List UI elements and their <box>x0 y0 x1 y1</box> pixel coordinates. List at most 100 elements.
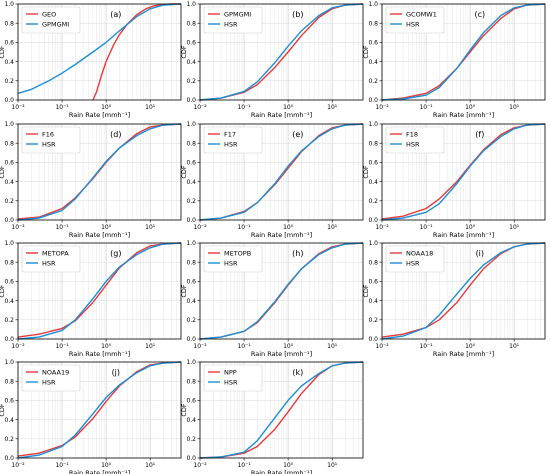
y-tick-label: 0.0 <box>4 455 14 462</box>
y-tick-label: 0.8 <box>186 378 196 385</box>
x-tick-label: 10¹ <box>145 104 156 111</box>
panel-label: (a) <box>110 10 121 19</box>
panel-label: (f) <box>475 130 484 139</box>
y-tick-label: 0.4 <box>368 298 378 305</box>
x-tick-label: 10⁰ <box>101 224 112 231</box>
panel-label: (b) <box>292 10 303 19</box>
y-tick-label: 0.2 <box>186 436 196 443</box>
x-tick-label: 10¹ <box>145 462 156 469</box>
y-tick-label: 0.6 <box>368 279 378 286</box>
panel-label: (g) <box>110 249 121 258</box>
x-tick-label: 10⁰ <box>283 224 294 231</box>
x-tick-label: 10⁰ <box>465 224 476 231</box>
y-axis-label: CDF <box>362 284 370 298</box>
chart-panel-4: 0.0 0.2 0.4 0.6 0.8 1.0 10⁻² 10⁻¹ 10⁰ 10¹ Rain Rat… <box>0 121 182 239</box>
legend-label: GEO <box>42 10 56 18</box>
x-axis-label: Rain Rate [mmh⁻¹] <box>69 350 130 358</box>
y-tick-label: 0.2 <box>368 317 378 324</box>
y-tick-label: 0.8 <box>186 259 196 266</box>
legend-label: GPMGMI <box>42 20 69 28</box>
plot-frame <box>199 242 364 340</box>
legend-label: HSR <box>406 140 420 148</box>
y-tick-label: 1.0 <box>4 359 14 366</box>
x-tick-label: 10⁻² <box>193 462 207 469</box>
panel-label: (d) <box>110 130 121 139</box>
x-tick-label: 10⁻¹ <box>55 104 69 111</box>
x-axis-label: Rain Rate [mmh⁻¹] <box>69 231 130 239</box>
x-axis-label: Rain Rate [mmh⁻¹] <box>69 111 130 119</box>
y-tick-label: 0.8 <box>368 20 378 27</box>
y-tick-label: 0.0 <box>186 97 196 104</box>
y-tick-label: 0.8 <box>368 259 378 266</box>
legend-label: HSR <box>42 378 56 386</box>
x-tick-label: 10¹ <box>327 224 338 231</box>
y-tick-label: 1.0 <box>186 1 196 8</box>
y-tick-label: 1.0 <box>186 240 196 247</box>
plot-frame <box>17 3 182 101</box>
y-tick-label: 0.0 <box>368 336 378 343</box>
x-axis-label: Rain Rate [mmh⁻¹] <box>251 469 312 474</box>
legend-label: HSR <box>224 378 238 386</box>
chart-panel-8: 0.0 0.2 0.4 0.6 0.8 1.0 10⁻² 10⁻¹ 10⁰ 10¹ Rain Rat… <box>180 240 364 358</box>
series-line-2 <box>199 123 364 221</box>
y-tick-label: 0.2 <box>4 436 14 443</box>
chart-panel-6: 0.0 0.2 0.4 0.6 0.8 1.0 10⁻² 10⁻¹ 10⁰ 10¹ Rain Rat… <box>362 121 546 239</box>
plot-frame <box>17 123 182 221</box>
y-axis-label: CDF <box>180 45 188 59</box>
chart-panel-2: 0.0 0.2 0.4 0.6 0.8 1.0 10⁻² 10⁻¹ 10⁰ 10¹ Rain Rat… <box>180 1 364 119</box>
x-tick-label: 10⁰ <box>283 104 294 111</box>
x-tick-label: 10⁻¹ <box>237 343 251 350</box>
y-tick-label: 0.6 <box>186 160 196 167</box>
y-tick-label: 0.4 <box>186 59 196 66</box>
y-tick-label: 0.6 <box>368 40 378 47</box>
y-tick-label: 0.8 <box>368 140 378 147</box>
plot-frame <box>381 3 546 101</box>
plot-frame <box>199 123 364 221</box>
y-axis-label: CDF <box>362 165 370 179</box>
chart-panel-11: 0.0 0.2 0.4 0.6 0.8 1.0 10⁻² 10⁻¹ 10⁰ 10¹ Rain Rat… <box>180 359 364 474</box>
y-tick-label: 0.8 <box>4 140 14 147</box>
plot-frame <box>17 361 182 459</box>
y-tick-label: 1.0 <box>186 359 196 366</box>
x-tick-label: 10⁻² <box>375 104 389 111</box>
legend-label: HSR <box>42 140 56 148</box>
x-tick-label: 10⁰ <box>101 343 112 350</box>
chart-panel-3: 0.0 0.2 0.4 0.6 0.8 1.0 10⁻² 10⁻¹ 10⁰ 10¹ Rain Rat… <box>362 1 546 119</box>
y-tick-label: 0.6 <box>186 398 196 405</box>
plot-frame <box>381 242 546 340</box>
legend-label: METOPA <box>42 249 69 257</box>
x-tick-label: 10¹ <box>327 104 338 111</box>
y-tick-label: 0.4 <box>4 59 14 66</box>
y-tick-label: 0.4 <box>186 179 196 186</box>
x-tick-label: 10⁰ <box>465 104 476 111</box>
legend-label: HSR <box>224 259 238 267</box>
panel-label: (e) <box>292 130 303 139</box>
series-line-2 <box>381 3 546 101</box>
panel-label: (h) <box>292 249 303 258</box>
chart-panel-10: 0.0 0.2 0.4 0.6 0.8 1.0 10⁻² 10⁻¹ 10⁰ 10¹ Rain Rat… <box>0 359 182 474</box>
y-tick-label: 0.6 <box>4 398 14 405</box>
legend-label: NOAA18 <box>406 249 433 257</box>
y-tick-label: 0.4 <box>186 417 196 424</box>
panel-label: (c) <box>474 10 485 19</box>
legend-label: F18 <box>406 130 418 138</box>
chart-panel-7: 0.0 0.2 0.4 0.6 0.8 1.0 10⁻² 10⁻¹ 10⁰ 10¹ Rain Rat… <box>0 240 182 358</box>
x-tick-label: 10¹ <box>509 224 520 231</box>
panel-label: (i) <box>476 249 484 258</box>
x-tick-label: 10⁻¹ <box>419 343 433 350</box>
series-line-2 <box>17 3 182 94</box>
y-tick-label: 0.6 <box>4 40 14 47</box>
y-tick-label: 1.0 <box>4 240 14 247</box>
y-axis-label: CDF <box>0 284 6 298</box>
y-tick-label: 0.0 <box>186 455 196 462</box>
y-tick-label: 0.4 <box>368 59 378 66</box>
series-line-2 <box>17 123 182 221</box>
y-tick-label: 0.4 <box>4 417 14 424</box>
y-tick-label: 0.8 <box>4 20 14 27</box>
y-tick-label: 0.6 <box>4 279 14 286</box>
y-tick-label: 0.6 <box>368 160 378 167</box>
legend-label: HSR <box>406 259 420 267</box>
y-tick-label: 0.2 <box>368 198 378 205</box>
x-tick-label: 10⁻² <box>11 104 25 111</box>
